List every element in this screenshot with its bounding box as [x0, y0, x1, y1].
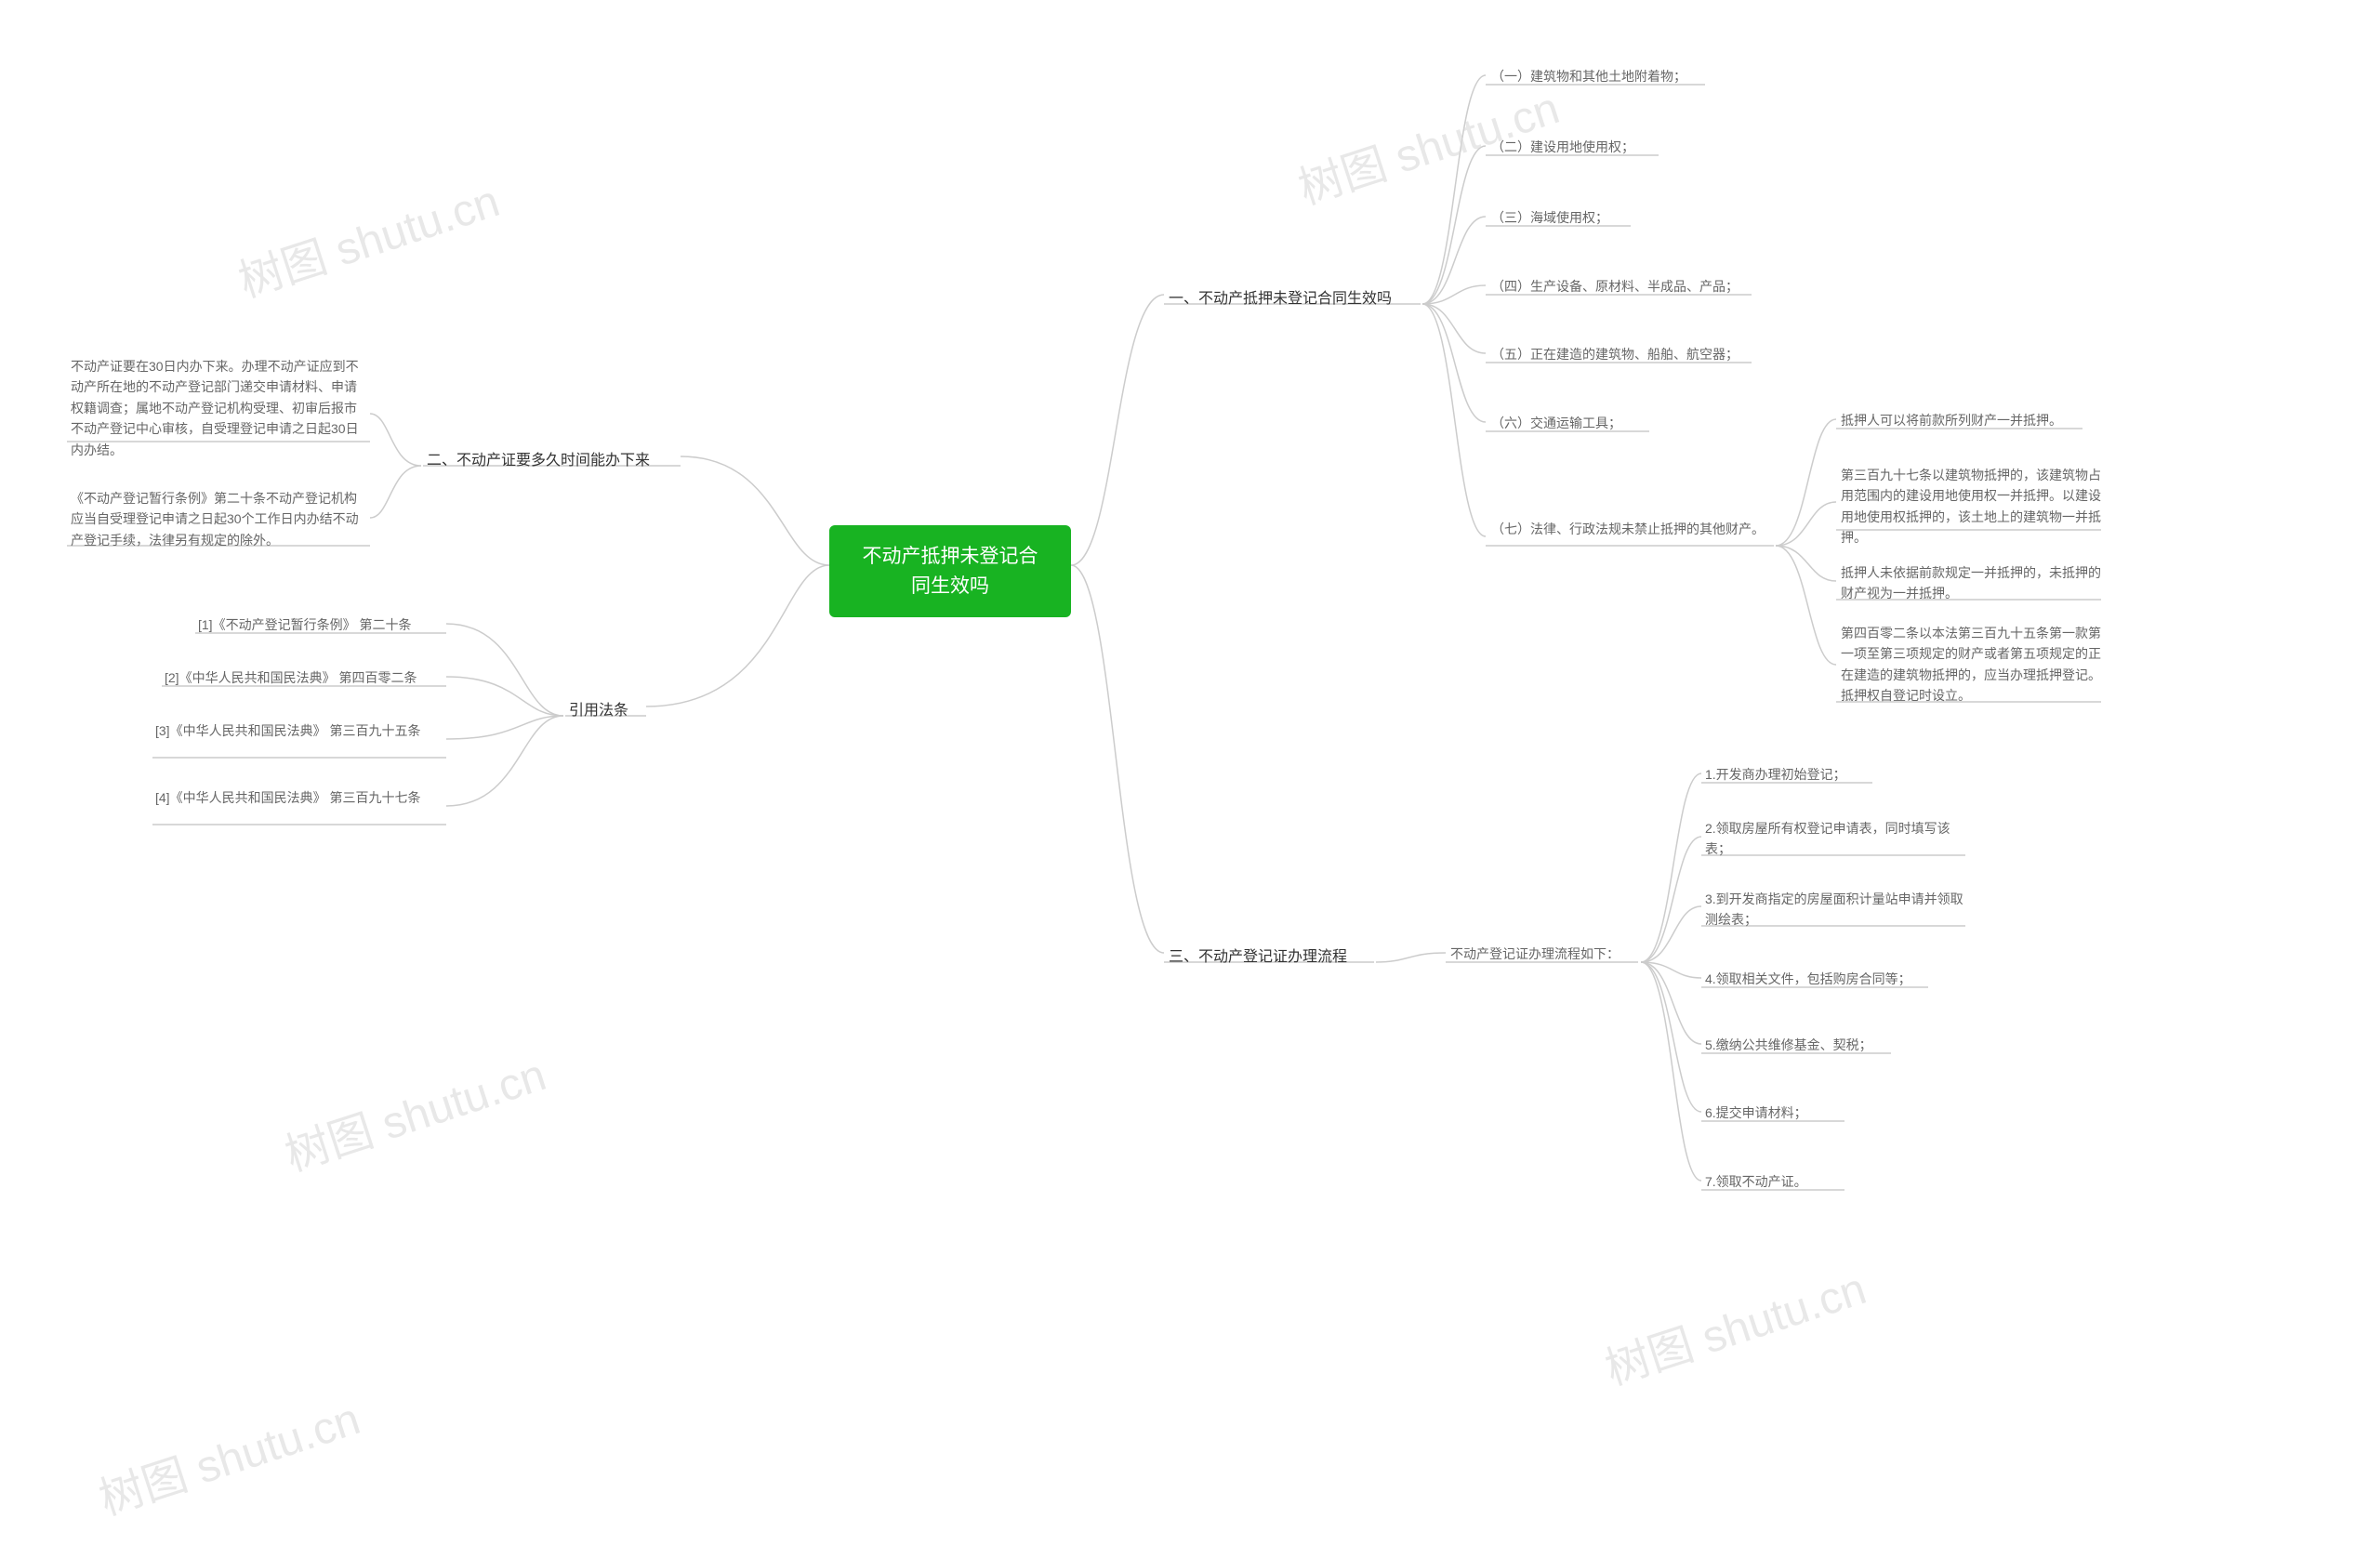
- leaf-3-5: 5.缴纳公共维修基金、契税；: [1705, 1035, 1891, 1055]
- leaf-3-3: 3.到开发商指定的房屋面积计量站申请并领取测绘表；: [1705, 889, 1965, 931]
- leaf-1-3: （三）海域使用权；: [1491, 207, 1631, 228]
- leaf-1-7-3: 抵押人未依据前款规定一并抵押的，未抵押的财产视为一并抵押。: [1841, 562, 2101, 604]
- leaf-1-7-2: 第三百九十七条以建筑物抵押的，该建筑物占用范围内的建设用地使用权一并抵押。以建设…: [1841, 465, 2101, 548]
- leaf-ref-1: [1]《不动产登记暂行条例》 第二十条: [198, 614, 440, 635]
- leaf-1-7: （七）法律、行政法规未禁止抵押的其他财产。: [1491, 519, 1770, 539]
- leaf-3-7: 7.领取不动产证。: [1705, 1171, 1844, 1192]
- watermark: 树图 shutu.cn: [89, 1382, 366, 1527]
- branch-section-3: 三、不动产登记证办理流程: [1169, 944, 1373, 966]
- leaf-1-5: （五）正在建造的建筑物、船舶、航空器；: [1491, 344, 1752, 364]
- leaf-3-4: 4.领取相关文件，包括购房合同等；: [1705, 969, 1928, 989]
- leaf-ref-4: [4]《中华人民共和国民法典》 第三百九十七条: [155, 787, 443, 808]
- branch-references: 引用法条: [569, 697, 643, 720]
- root-node: 不动产抵押未登记合同生效吗: [829, 525, 1071, 617]
- branch-section-2: 二、不动产证要多久时间能办下来: [427, 447, 678, 469]
- watermark: 树图 shutu.cn: [1595, 1252, 1872, 1397]
- watermark: 树图 shutu.cn: [229, 165, 506, 310]
- leaf-2-1: 不动产证要在30日内办下来。办理不动产证应到不动产所在地的不动产登记部门递交申请…: [71, 356, 368, 460]
- connector-lines: [0, 0, 2380, 1545]
- leaf-3-6: 6.提交申请材料；: [1705, 1103, 1844, 1123]
- leaf-3-1: 1.开发商办理初始登记；: [1705, 764, 1872, 785]
- leaf-1-4: （四）生产设备、原材料、半成品、产品；: [1491, 276, 1752, 297]
- leaf-2-2: 《不动产登记暂行条例》第二十条不动产登记机构应当自受理登记申请之日起30个工作日…: [71, 488, 368, 550]
- leaf-1-6: （六）交通运输工具；: [1491, 413, 1649, 433]
- leaf-1-2: （二）建设用地使用权；: [1491, 137, 1659, 157]
- leaf-ref-2: [2]《中华人民共和国民法典》 第四百零二条: [165, 667, 443, 688]
- leaf-1-1: （一）建筑物和其他土地附着物；: [1491, 66, 1705, 86]
- leaf-3-2: 2.领取房屋所有权登记申请表，同时填写该表；: [1705, 818, 1965, 860]
- leaf-1-7-4: 第四百零二条以本法第三百九十五条第一款第一项至第三项规定的财产或者第五项规定的正…: [1841, 623, 2101, 706]
- watermark: 树图 shutu.cn: [275, 1038, 552, 1183]
- leaf-1-7-1: 抵押人可以将前款所列财产一并抵押。: [1841, 410, 2082, 430]
- branch-section-1: 一、不动产抵押未登记合同生效吗: [1169, 285, 1420, 308]
- leaf-ref-3: [3]《中华人民共和国民法典》 第三百九十五条: [155, 720, 443, 741]
- leaf-3-sub: 不动产登记证办理流程如下：: [1450, 944, 1636, 964]
